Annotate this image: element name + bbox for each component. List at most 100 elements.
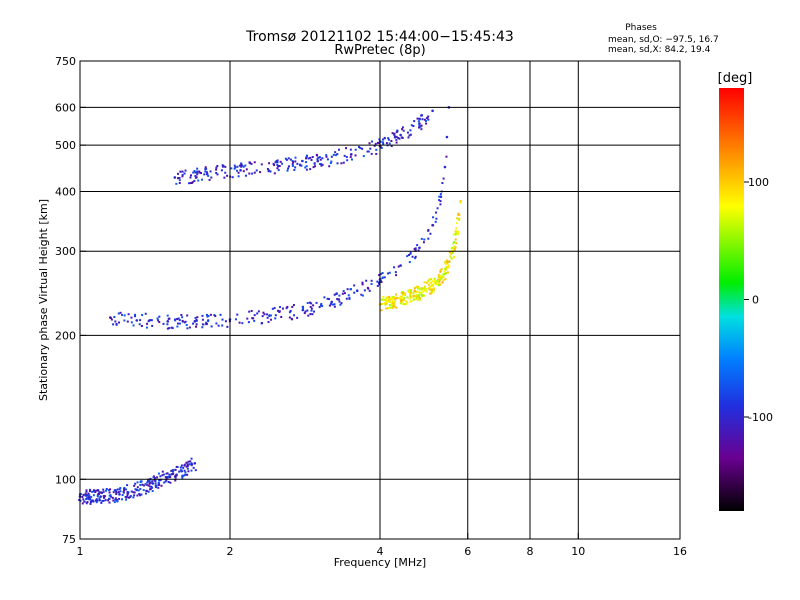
data-point — [408, 297, 411, 300]
data-point — [403, 292, 406, 295]
data-point — [447, 271, 450, 274]
data-point — [87, 496, 90, 499]
data-point — [256, 312, 259, 315]
data-point — [378, 274, 381, 277]
data-point — [279, 160, 282, 163]
data-point — [144, 312, 147, 315]
data-point — [373, 144, 376, 147]
data-point — [96, 494, 99, 497]
data-point — [181, 319, 184, 322]
data-point — [447, 266, 450, 269]
data-point — [382, 298, 385, 301]
data-point — [378, 283, 381, 286]
data-point — [429, 288, 432, 291]
data-point — [390, 139, 393, 142]
data-point — [334, 154, 337, 157]
data-point — [441, 281, 444, 284]
data-point — [95, 501, 98, 504]
data-point — [336, 162, 339, 165]
data-point — [230, 167, 233, 170]
data-point — [94, 499, 97, 502]
data-point — [333, 305, 336, 308]
data-point — [234, 166, 237, 169]
data-point — [140, 325, 143, 328]
data-point — [392, 295, 395, 298]
data-point — [174, 468, 177, 471]
data-point — [179, 469, 182, 472]
data-point — [168, 317, 171, 320]
data-point — [191, 463, 194, 466]
data-point — [90, 500, 93, 503]
data-point — [309, 313, 312, 316]
data-point — [179, 466, 182, 469]
data-point — [273, 307, 276, 310]
data-point — [195, 325, 198, 328]
data-point — [189, 460, 192, 463]
data-point — [112, 499, 115, 502]
data-point — [115, 323, 118, 326]
data-point — [248, 310, 251, 313]
data-point — [154, 486, 157, 489]
data-point — [134, 315, 137, 318]
data-point — [244, 164, 247, 167]
data-point — [109, 488, 112, 491]
data-point — [399, 302, 402, 305]
data-point — [113, 501, 116, 504]
data-point — [305, 157, 308, 160]
data-point — [145, 483, 148, 486]
data-point — [292, 304, 295, 307]
data-point — [421, 118, 424, 121]
data-point — [113, 315, 116, 318]
data-point — [385, 297, 388, 300]
data-points — [78, 106, 462, 505]
data-point — [291, 305, 294, 308]
data-point — [348, 296, 351, 299]
data-point — [78, 498, 81, 501]
data-point — [394, 271, 397, 274]
data-point — [449, 250, 452, 253]
data-point — [446, 260, 449, 263]
data-point — [442, 279, 445, 282]
data-point — [82, 498, 85, 501]
data-point — [379, 145, 382, 148]
data-point — [139, 481, 142, 484]
data-point — [316, 157, 319, 160]
data-point — [377, 282, 380, 285]
data-point — [305, 161, 308, 164]
data-point — [247, 321, 250, 324]
data-point — [153, 477, 156, 480]
data-point — [375, 152, 378, 155]
data-point — [387, 272, 390, 275]
data-point — [233, 164, 236, 167]
data-point — [457, 213, 460, 216]
data-point — [395, 131, 398, 134]
data-point — [184, 169, 187, 172]
data-point — [181, 175, 184, 178]
data-point — [457, 230, 460, 233]
data-point — [187, 470, 190, 473]
data-point — [188, 182, 191, 185]
data-point — [406, 296, 409, 299]
data-point — [455, 222, 458, 225]
data-point — [271, 307, 274, 310]
data-point — [427, 115, 430, 118]
data-point — [312, 166, 315, 169]
data-point — [253, 319, 256, 322]
data-point — [260, 163, 263, 166]
data-point — [388, 295, 391, 298]
data-point — [237, 175, 240, 178]
data-point — [81, 495, 84, 498]
data-point — [224, 165, 227, 168]
data-point — [132, 491, 135, 494]
data-point — [367, 150, 370, 153]
data-point — [349, 156, 352, 159]
data-point — [386, 307, 389, 310]
data-point — [146, 322, 149, 325]
data-point — [178, 470, 181, 473]
data-point — [430, 291, 433, 294]
data-point — [385, 296, 388, 299]
data-point — [421, 295, 424, 298]
data-point — [288, 311, 291, 314]
data-point — [117, 312, 120, 315]
data-point — [432, 216, 435, 219]
